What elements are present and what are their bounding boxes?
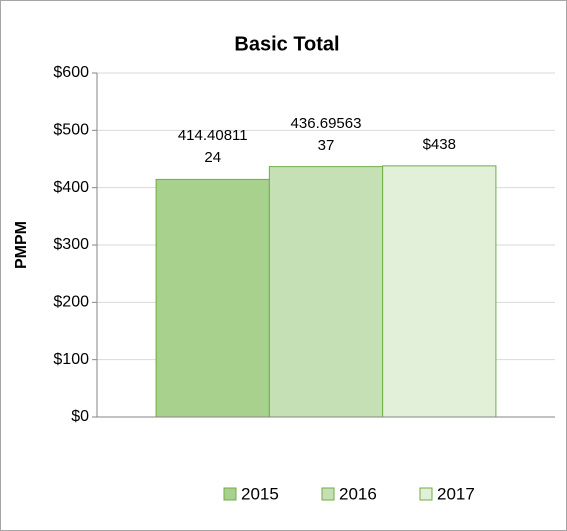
legend-swatch (321, 487, 335, 501)
value-label-wrap: 436.6956337 (281, 97, 371, 157)
bar (155, 178, 270, 418)
value-label-wrap: $438 (394, 96, 484, 156)
value-label-box: 414.4081124 (168, 109, 258, 169)
y-tick-label: $400 (53, 179, 89, 196)
value-label-box: 436.6956337 (281, 97, 371, 157)
value-label-wrap: 414.4081124 (168, 109, 258, 169)
legend-label: 2016 (339, 484, 377, 503)
bar (268, 166, 384, 418)
y-axis-label: PMPM (13, 221, 30, 269)
value-label-box: $438 (394, 96, 484, 156)
y-tick-label: $500 (53, 122, 89, 139)
y-tick-label: $100 (53, 351, 89, 368)
y-tick-label: $300 (53, 236, 89, 253)
value-label: 414.4081124 (177, 127, 248, 167)
legend-label: 2017 (437, 484, 475, 503)
y-tick-label: $0 (71, 408, 89, 425)
y-tick-label: $200 (53, 294, 89, 311)
bar (382, 165, 497, 418)
y-tick-label: $600 (53, 64, 89, 81)
value-label: 436.6956337 (290, 114, 362, 154)
chart-title: Basic Total (234, 33, 339, 55)
legend-swatch (419, 487, 433, 501)
value-label: $438 (422, 135, 456, 153)
legend-swatch (223, 487, 237, 501)
legend-label: 2015 (241, 484, 279, 503)
